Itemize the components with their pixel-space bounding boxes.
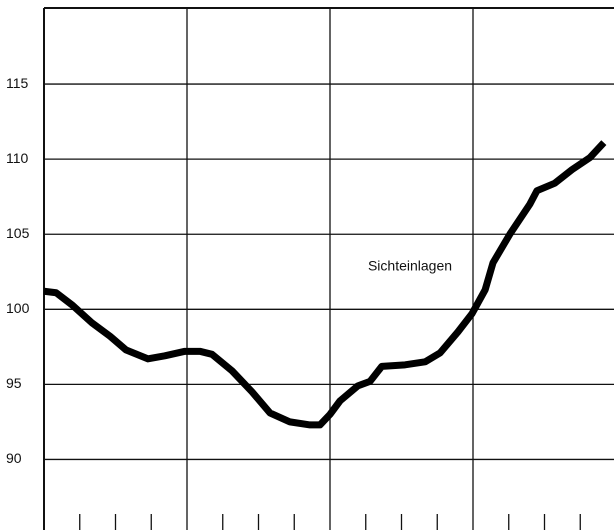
- annotation: Sichteinlagen: [368, 258, 452, 274]
- y-tick-label: 95: [6, 375, 22, 391]
- y-tick-label: 90: [6, 450, 22, 466]
- y-tick-label: 100: [6, 300, 30, 316]
- data-line: [43, 140, 607, 429]
- y-tick-label: 105: [6, 225, 30, 241]
- y-tick-label: 110: [6, 150, 29, 166]
- y-tick-label: 115: [6, 75, 29, 91]
